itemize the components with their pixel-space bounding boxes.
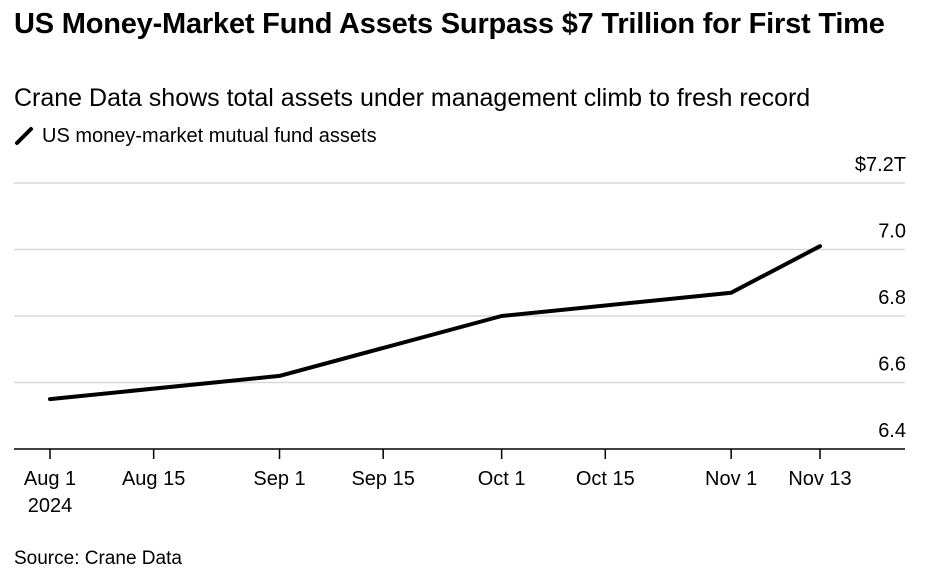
x-tick-label: Sep 1 [253,468,305,490]
y-axis: $7.2T 7.0 6.8 6.6 6.4 [855,154,906,442]
y-tick-label: 7.0 [878,221,906,243]
x-tick-label: Oct 15 [576,468,635,490]
legend-line-icon [15,127,33,145]
y-tick-label: $7.2T [855,154,906,176]
x-tick-sublabel: 2024 [28,495,73,517]
series-line [48,244,822,402]
x-tick-label: Nov 1 [705,468,757,490]
source-note: Source: Crane Data [14,548,182,569]
x-tick-label: Nov 13 [788,468,851,490]
y-tick-label: 6.8 [878,287,906,309]
x-tick-label: Sep 15 [351,468,414,490]
chart-subtitle: Crane Data shows total assets under mana… [14,84,811,112]
legend-label: US money-market mutual fund assets [42,124,377,147]
x-tick-label: Oct 1 [478,468,526,490]
grid-lines [14,182,905,384]
chart-title: US Money-Market Fund Assets Surpass $7 T… [14,8,885,40]
y-tick-label: 6.6 [878,354,906,376]
x-tick-label: Aug 1 [24,468,76,490]
x-axis: Aug 1 2024 Aug 15 Sep 1 Sep 15 Oct 1 Oct 15 Nov… [14,448,905,517]
y-tick-label: 6.4 [878,420,906,442]
legend: US money-market mutual fund assets [14,123,377,149]
x-tick-label: Aug 15 [122,468,185,490]
series-layer [48,244,822,402]
